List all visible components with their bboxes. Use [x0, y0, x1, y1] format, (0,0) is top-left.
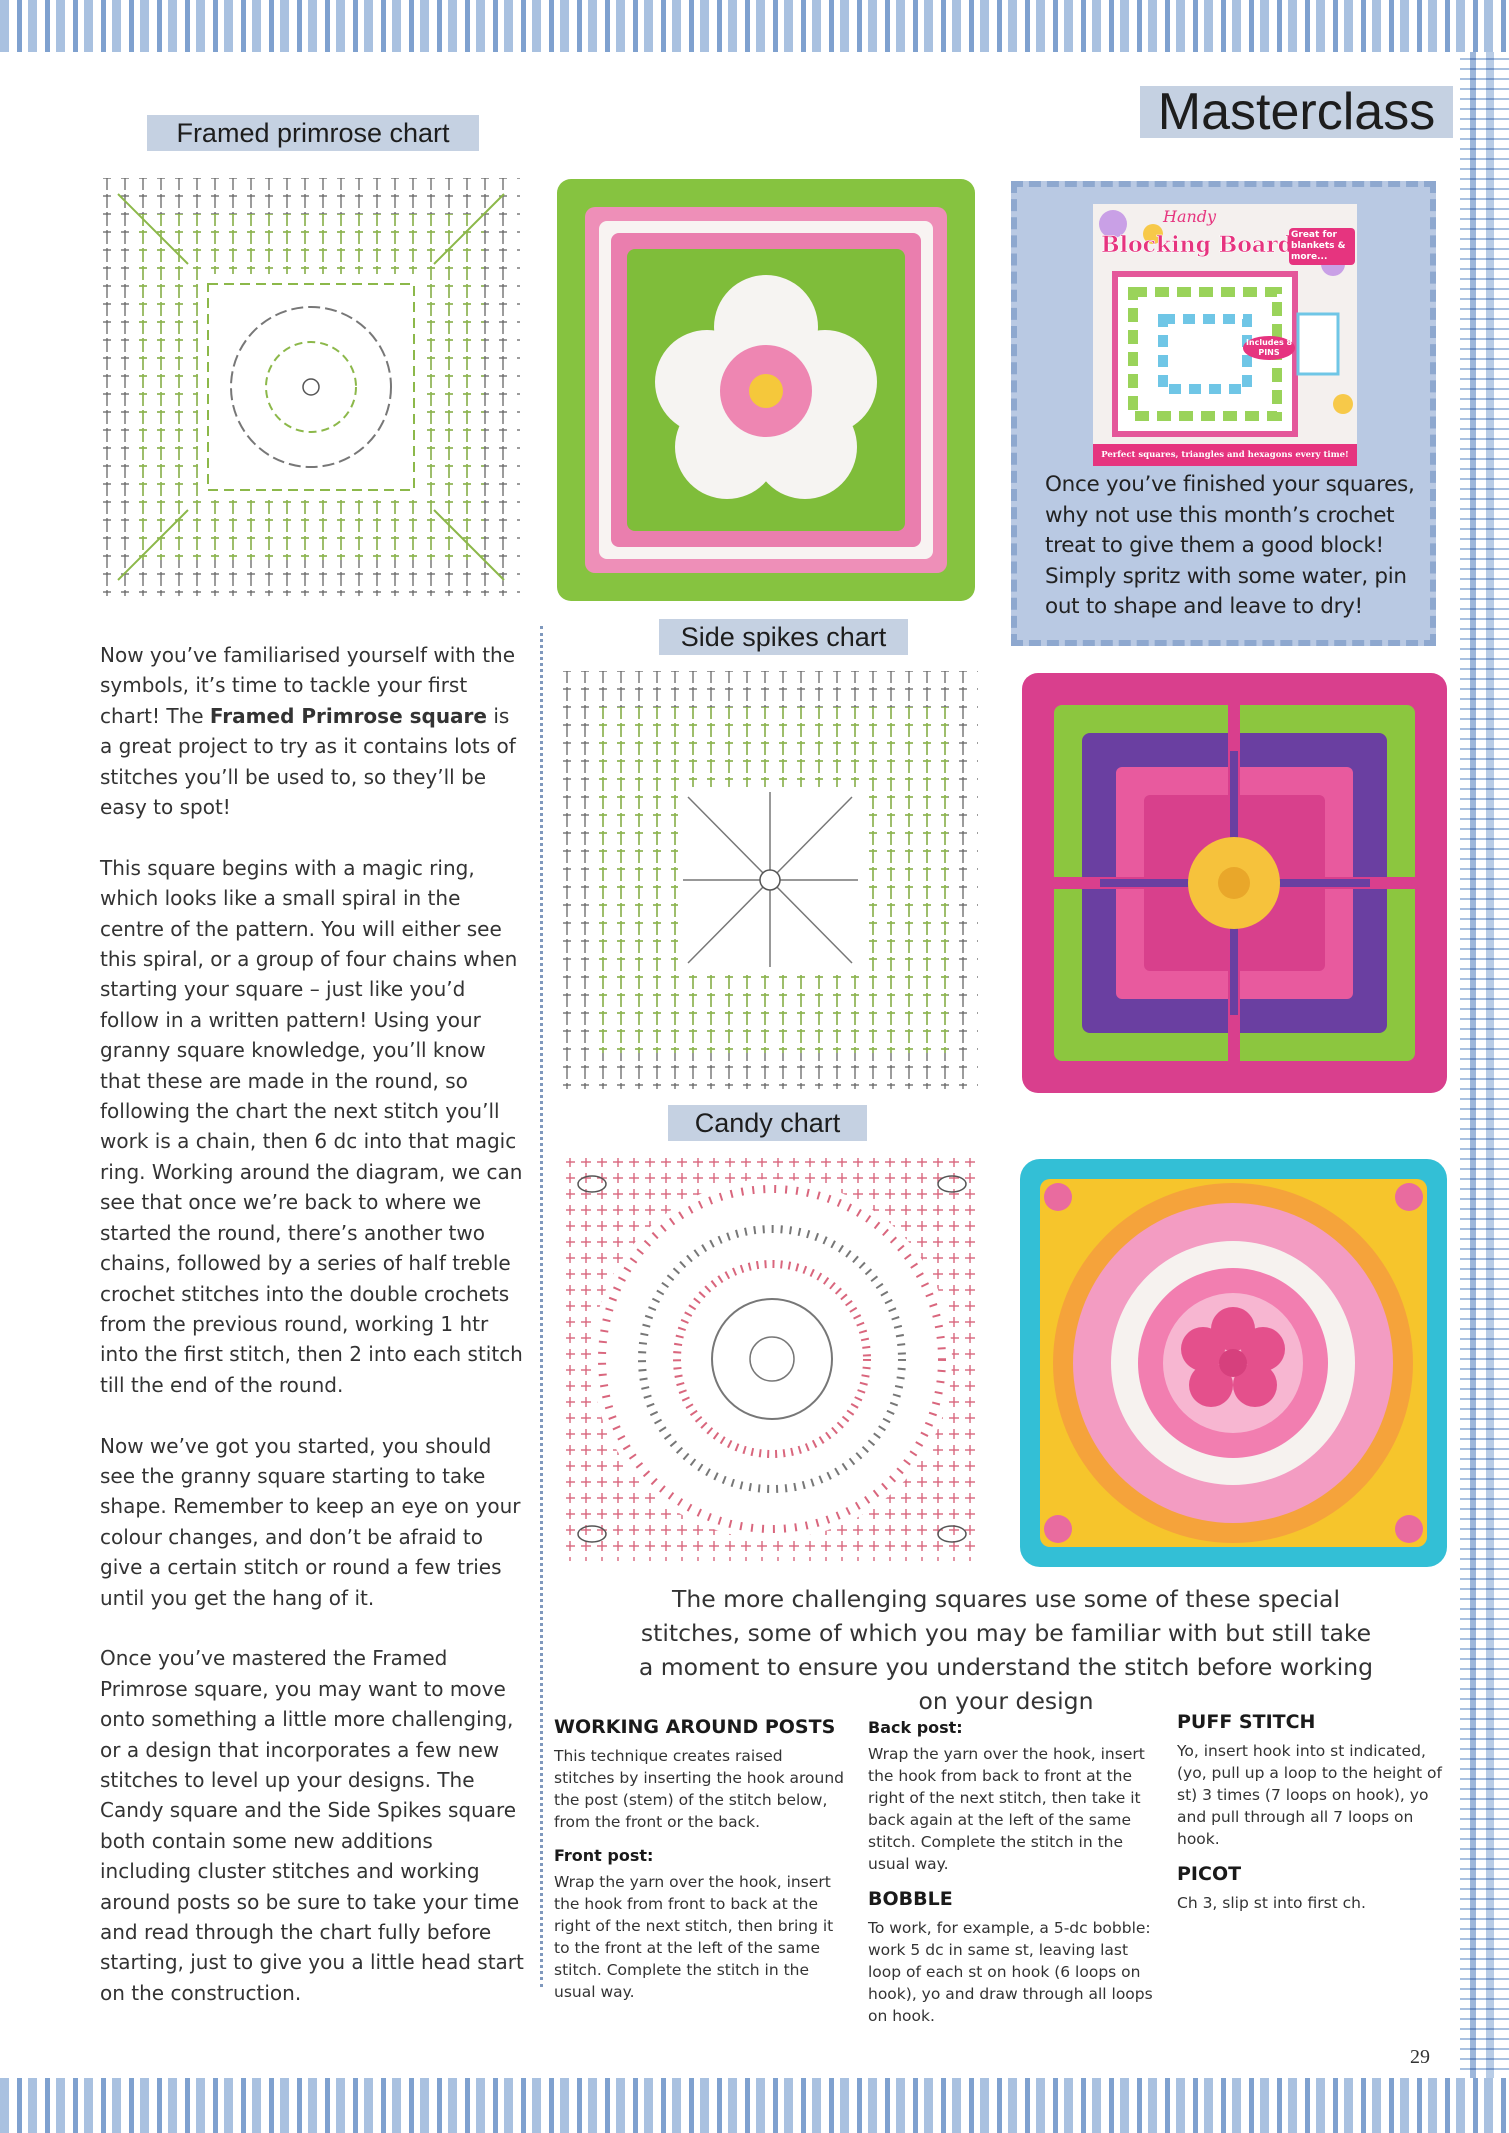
bottom-stripes [0, 2078, 1509, 2133]
promo-text: Once you’ve finished your squares, why n… [1045, 472, 1415, 620]
stitch-heading: PICOT [1177, 1863, 1242, 1885]
stitch-column: WORKING AROUND POSTS This technique crea… [554, 1715, 844, 2015]
stitch-text: Ch 3, slip st into first ch. [1177, 1894, 1366, 1912]
text: Now you’ve familiarised yourself with th… [100, 643, 516, 728]
cover-badge-wrap: Great for blankets & more... [1289, 228, 1355, 265]
cover-pins: Includes 8 PINS [1243, 336, 1295, 360]
stitch-heading: PUFF STITCH [1177, 1711, 1316, 1733]
square-photo [1020, 1159, 1447, 1567]
intro-text: The more challenging squares use some of… [638, 1585, 1374, 1715]
cover-pins-wrap: Includes 8 PINS [1243, 336, 1295, 360]
cover-footer: Perfect squares, triangles and hexagons … [1101, 450, 1349, 460]
page-title: Masterclass [1140, 86, 1453, 138]
paragraph: This square begins with a magic ring, wh… [100, 855, 523, 1397]
stitch-heading: WORKING AROUND POSTS [554, 1716, 836, 1738]
body-text: Now you’ve familiarised yourself with th… [100, 640, 526, 2039]
top-stripes [0, 0, 1509, 52]
paragraph: Once you’ve mastered the Framed Primrose… [100, 1646, 524, 2005]
crochet-chart [102, 178, 520, 596]
paragraph: Now we’ve got you started, you should se… [100, 1433, 521, 1610]
bold-text: Framed Primrose square [209, 703, 487, 728]
crochet-chart [562, 671, 978, 1089]
paragraph: Now you’ve familiarised yourself with th… [100, 640, 526, 822]
stitch-heading: BOBBLE [868, 1888, 953, 1910]
stitches-intro: The more challenging squares use some of… [632, 1582, 1380, 1718]
cover-title: Blocking Board [1101, 232, 1293, 258]
column-divider [540, 626, 543, 1987]
stitch-column: PUFF STITCH Yo, insert hook into st indi… [1177, 1710, 1459, 1926]
stitch-text: Wrap the yarn over the hook, insert the … [554, 1873, 834, 2001]
square-photo [1022, 673, 1447, 1093]
blocking-board-cover: Handy Blocking Board Great for blankets … [1093, 204, 1357, 466]
side-stripes [1460, 52, 1509, 2078]
stitch-subheading: Back post: [868, 1718, 963, 1737]
cover-script: Handy [1162, 207, 1217, 226]
square-photo [557, 179, 975, 601]
stitch-text: To work, for example, a 5-dc bobble: wor… [868, 1919, 1153, 2025]
text: is a great project to try as it contains… [100, 703, 516, 820]
cover-footer-wrap: Perfect squares, triangles and hexagons … [1101, 450, 1349, 460]
stitch-subheading: Front post: [554, 1846, 654, 1865]
stitch-text: Yo, insert hook into st indicated, (yo, … [1177, 1742, 1442, 1848]
stitch-column: Back post: Wrap the yarn over the hook, … [868, 1711, 1158, 2039]
page-number: 29 [1410, 2046, 1430, 2068]
crochet-chart [566, 1158, 978, 1561]
stitch-text: Wrap the yarn over the hook, insert the … [868, 1745, 1145, 1873]
chart-label: Candy chart [668, 1105, 867, 1141]
cover-badge: Great for blankets & more... [1289, 228, 1355, 265]
stitch-text: This technique creates raised stitches b… [554, 1747, 845, 1831]
chart-label: Framed primrose chart [147, 115, 479, 151]
chart-label: Side spikes chart [659, 619, 908, 655]
